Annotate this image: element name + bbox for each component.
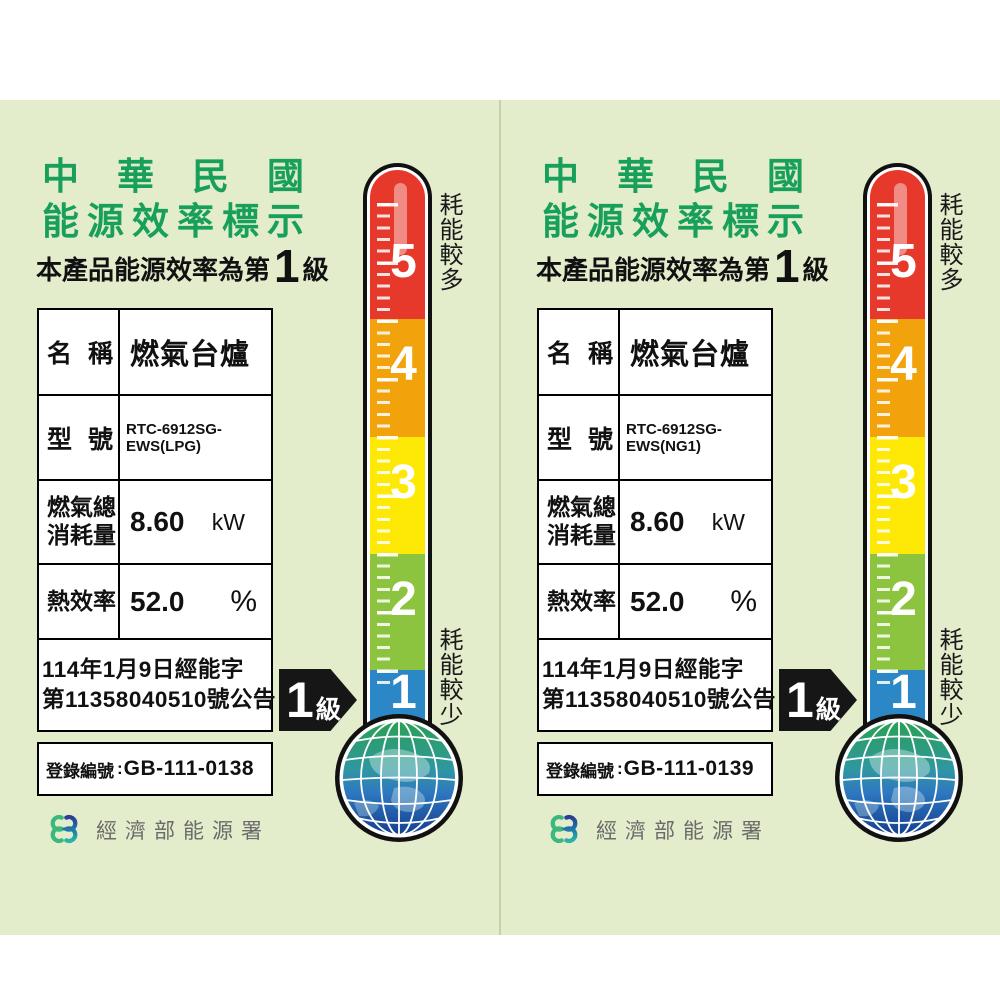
model-number: RTC-6912SG-EWS(LPG) — [126, 420, 222, 455]
efficiency-grade-statement: 本產品能源效率為第 1 級 — [536, 240, 829, 292]
low-consumption-label: 耗能較少 — [935, 627, 962, 727]
agency-footer: 經濟部能源署 — [546, 812, 770, 846]
announcement-line1: 114年1月9日經能字 — [42, 657, 244, 683]
announcement-row: 114年1月9日經能字 第11358040510號公告 — [37, 638, 276, 732]
consumption-value: 8.60 — [630, 506, 685, 537]
scale-ticks-major — [877, 203, 898, 681]
label-divider — [499, 100, 501, 935]
row-label-efficiency: 熱效率 — [47, 587, 116, 614]
efficiency-thermometer: 5 4 3 2 1 — [363, 163, 432, 778]
page-subtitle-label: 能源效率標示 — [542, 201, 812, 242]
level-2-number: 2 — [390, 573, 417, 626]
agency-name: 經濟部能源署 — [96, 820, 270, 843]
product-name: 燃氣台爐 — [630, 339, 751, 371]
agency-name: 經濟部能源署 — [596, 820, 770, 843]
registration-number: GB-111-0139 — [623, 757, 755, 780]
consumption-value: 8.60 — [130, 506, 185, 537]
grade-statement-suffix: 級 — [302, 254, 329, 285]
arrow-grade-suffix: 級 — [315, 696, 341, 724]
grade-statement-prefix: 本產品能源效率為第 — [36, 254, 271, 285]
globe-icon — [835, 714, 963, 842]
efficiency-grade-statement: 本產品能源效率為第 1 級 — [36, 240, 329, 292]
efficiency-unit: % — [230, 584, 257, 618]
product-name: 燃氣台爐 — [130, 339, 251, 371]
spec-table: 名稱 燃氣台爐 型號 RTC-6912SG-EWS(NG1) 燃氣總消耗量 8.… — [537, 308, 776, 732]
row-label-model: 型號 — [547, 425, 630, 454]
table-row: 燃氣總消耗量 8.60 kW — [537, 479, 773, 565]
announcement-row: 114年1月9日經能字 第11358040510號公告 — [537, 638, 776, 732]
level-5-number: 5 — [390, 235, 417, 288]
table-row: 型號 RTC-6912SG-EWS(LPG) — [37, 393, 273, 482]
table-row: 熱效率 52.0 % — [537, 562, 773, 641]
grade-number: 1 — [774, 240, 800, 292]
registration-box: 登錄編號 : GB-111-0139 — [537, 742, 773, 796]
grade-statement-suffix: 級 — [802, 254, 829, 285]
high-consumption-label: 耗能較多 — [935, 192, 962, 292]
scale-ticks-major — [377, 203, 398, 681]
page-title: 中華民國 — [42, 156, 342, 197]
efficiency-value: 52.0 — [130, 585, 185, 617]
announcement-line2: 第11358040510號公告 — [42, 687, 276, 712]
table-row: 熱效率 52.0 % — [37, 562, 273, 641]
table-row: 名稱 燃氣台爐 — [37, 308, 273, 396]
registration-label: 登錄編號 — [546, 761, 614, 781]
arrow-grade-number: 1 — [786, 672, 814, 728]
page-subtitle-label: 能源效率標示 — [42, 201, 312, 242]
moea-energy-logo-icon — [50, 814, 78, 844]
registration-box: 登錄編號 : GB-111-0138 — [37, 742, 273, 796]
page-title: 中華民國 — [542, 156, 842, 197]
level-1-number: 1 — [890, 666, 917, 719]
energy-label-right: 中華民國 能源效率標示 本產品能源效率為第 1 級 名稱 燃氣台爐 型號 RTC… — [500, 100, 1000, 935]
spec-table: 名稱 燃氣台爐 型號 RTC-6912SG-EWS(LPG) 燃氣總消耗量 8.… — [37, 308, 276, 732]
glass-highlight — [894, 183, 907, 255]
efficiency-value: 52.0 — [630, 585, 685, 617]
registration-number: GB-111-0138 — [123, 757, 255, 780]
registration-label: 登錄編號 — [46, 761, 114, 781]
efficiency-unit: % — [730, 584, 757, 618]
level-5-number: 5 — [890, 235, 917, 288]
level-2-number: 2 — [890, 573, 917, 626]
grade-number: 1 — [274, 240, 300, 292]
level-1-number: 1 — [390, 666, 417, 719]
row-label-name: 名稱 — [547, 340, 630, 368]
consumption-unit: kW — [211, 508, 245, 535]
level-3-number: 3 — [890, 456, 917, 509]
consumption-unit: kW — [711, 508, 745, 535]
announcement-line2: 第11358040510號公告 — [542, 687, 776, 712]
table-row: 型號 RTC-6912SG-EWS(NG1) — [537, 393, 773, 482]
agency-footer: 經濟部能源署 — [46, 812, 270, 846]
table-row: 名稱 燃氣台爐 — [537, 308, 773, 396]
row-label-consumption: 燃氣總消耗量 — [547, 494, 616, 548]
level-4-number: 4 — [890, 338, 917, 391]
model-number: RTC-6912SG-EWS(NG1) — [626, 420, 722, 455]
table-row: 燃氣總消耗量 8.60 kW — [37, 479, 273, 565]
row-label-efficiency: 熱效率 — [547, 587, 616, 614]
row-label-name: 名稱 — [47, 340, 130, 368]
row-label-model: 型號 — [47, 425, 130, 454]
low-consumption-label: 耗能較少 — [435, 627, 462, 727]
level-4-number: 4 — [390, 338, 417, 391]
arrow-grade-number: 1 — [286, 672, 314, 728]
arrow-grade-suffix: 級 — [815, 696, 841, 724]
efficiency-thermometer: 5 4 3 2 1 — [863, 163, 932, 778]
announcement-line1: 114年1月9日經能字 — [542, 657, 744, 683]
energy-label-left: 中華民國 能源效率標示 本產品能源效率為第 1 級 名稱 燃氣台爐 型號 RTC… — [0, 100, 500, 935]
moea-energy-logo-icon — [550, 814, 578, 844]
row-label-consumption: 燃氣總消耗量 — [47, 494, 116, 548]
high-consumption-label: 耗能較多 — [435, 192, 462, 292]
grade-statement-prefix: 本產品能源效率為第 — [536, 254, 771, 285]
level-3-number: 3 — [390, 456, 417, 509]
globe-icon — [335, 714, 463, 842]
glass-highlight — [394, 183, 407, 255]
